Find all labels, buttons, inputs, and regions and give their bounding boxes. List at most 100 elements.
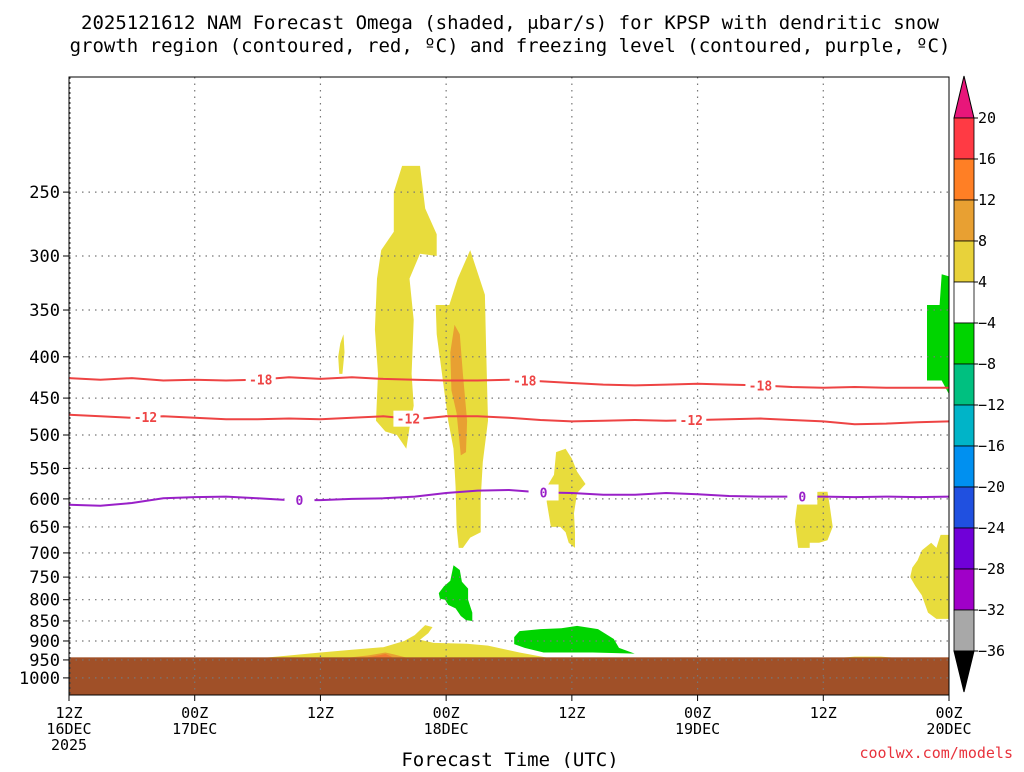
omega-minus4-to-8-region-11 [927,274,949,395]
x-tick-label-72-0: 12Z [810,704,837,722]
colorbar-segment-2 [953,199,975,242]
x-tick-label-84-1: 20DEC [926,720,971,738]
x-tick-label-48-0: 12Z [558,704,585,722]
colorbar-label-8: −16 [978,437,1005,455]
y-tick-label-300: 300 [29,247,60,267]
y-tick-label-700: 700 [29,544,60,564]
omega-shading [257,165,949,659]
colorbar-label-10: −24 [978,519,1005,537]
y-tick-label-950: 950 [29,651,60,671]
colorbar-segment-5 [953,322,975,365]
omega-plus8-to-12-region-8 [450,324,468,456]
contour-label-bg-2-0 [284,492,315,509]
contour-label-bg-1-0 [130,409,161,426]
colorbar-label-11: −28 [978,560,1005,578]
omega-plus8-to-12-region-9 [341,652,410,659]
omega-plus4-to-8-region-5 [910,534,949,619]
x-tick-label-24-0: 12Z [307,704,334,722]
colorbar-segment-7 [953,404,975,447]
y-tick-label-1000: 1000 [19,669,60,689]
omega-minus4-to-8-region-12 [438,565,473,621]
contour-label-bg-0-1 [509,372,540,389]
chart-title-line-2: growth region (contoured, red, ºC) and f… [70,35,951,57]
omega-plus4-to-8-region-0 [374,165,437,449]
y-tick-label-650: 650 [29,518,60,538]
omega-plus4-to-8-region-4 [795,491,833,548]
y-tick-label-500: 500 [29,426,60,446]
omega-plus12-to-16-region-10 [362,654,394,659]
y-tick-label-400: 400 [29,348,60,368]
contour-label-2-2: 0 [798,491,806,506]
x-tick-label-60-1: 19DEC [675,720,720,738]
contour-label-1-2: -12 [680,414,703,429]
contour-label-bg-2-2 [787,488,818,505]
plot-frame [68,76,950,696]
colorbar-label-13: −36 [978,642,1005,660]
colorbar-label-1: 16 [978,150,996,168]
terrain-fill [69,657,949,695]
temperature-contours: -18 -18 -18 -12 -12 -12 0 0 0 [68,371,950,509]
omega-minus4-to-8-region-13 [514,625,635,654]
contour-label-bg-0-0 [245,371,276,388]
colorbar-segment-1 [953,158,975,201]
y-tick-label-450: 450 [29,389,60,409]
contour-label-2-0: 0 [296,494,304,509]
pressure-axis: 2503003504004505005506006507007508008509… [19,183,69,689]
colorbar-label-6: −8 [978,355,996,373]
contour-label-1-1: -12 [397,413,420,428]
colorbar-segment-4 [953,281,975,324]
y-tick-label-900: 900 [29,632,60,652]
colorbar-label-9: −20 [978,478,1005,496]
colorbar-segment-0 [953,117,975,160]
x-tick-label-12-1: 17DEC [172,720,217,738]
contour-label-0-0: -18 [249,373,273,388]
colorbar-segment-9 [953,486,975,529]
colorbar-label-3: 8 [978,232,987,250]
x-tick-label-0-1: 16DEC [46,720,91,738]
colorbar-segment-3 [953,240,975,283]
x-tick-label-36-0: 00Z [433,704,460,722]
contour-line-0 [68,376,949,389]
contour-label-0-1: -18 [513,375,537,390]
x-tick-label-0-2: 2025 [51,736,87,754]
x-tick-label-0-0: 12Z [55,704,82,722]
colorbar-top-arrow [953,75,975,119]
colorbar-segment-12 [953,609,975,652]
grid-lines [69,77,949,695]
y-tick-label-850: 850 [29,612,60,632]
contour-label-bg-1-1 [393,410,424,427]
credit-text: coolwx.com/models [859,744,1013,762]
x-axis-label: Forecast Time (UTC) [401,749,618,768]
colorbar-label-7: −12 [978,396,1005,414]
colorbar-segment-10 [953,527,975,570]
chart-title-line-1: 2025121612 NAM Forecast Omega (shaded, μ… [81,12,939,34]
contour-line-1 [68,413,950,426]
contour-label-0-2: -18 [749,379,773,394]
omega-colorbar: 20 16 12 8 4 −4 −8 −12 −16 −20 −24 −28 −32 −36 [953,75,1005,693]
contour-label-bg-2-1 [528,484,559,501]
x-tick-label-60-0: 00Z [684,704,711,722]
x-tick-label-84-0: 00Z [935,704,962,722]
omega-plus4-to-8-region-2 [338,334,345,374]
colorbar-segment-6 [953,363,975,406]
x-tick-label-12-0: 00Z [181,704,208,722]
colorbar-label-4: 4 [978,273,987,291]
colorbar-label-5: −4 [978,314,996,332]
terrain-layer [69,657,949,695]
colorbar-segment-11 [953,568,975,611]
y-tick-label-250: 250 [29,183,60,203]
y-tick-label-750: 750 [29,568,60,588]
omega-plus4-to-8-region-3 [546,448,586,548]
colorbar-segment-8 [953,445,975,488]
contour-label-bg-1-2 [676,412,707,429]
contour-label-bg-0-2 [745,377,776,394]
colorbar-label-2: 12 [978,191,996,209]
contour-label-2-1: 0 [540,486,548,501]
colorbar-bottom-arrow [953,650,975,693]
contour-label-1-0: -12 [134,411,157,426]
y-tick-label-350: 350 [29,301,60,321]
colorbar-label-0: 20 [978,109,996,127]
